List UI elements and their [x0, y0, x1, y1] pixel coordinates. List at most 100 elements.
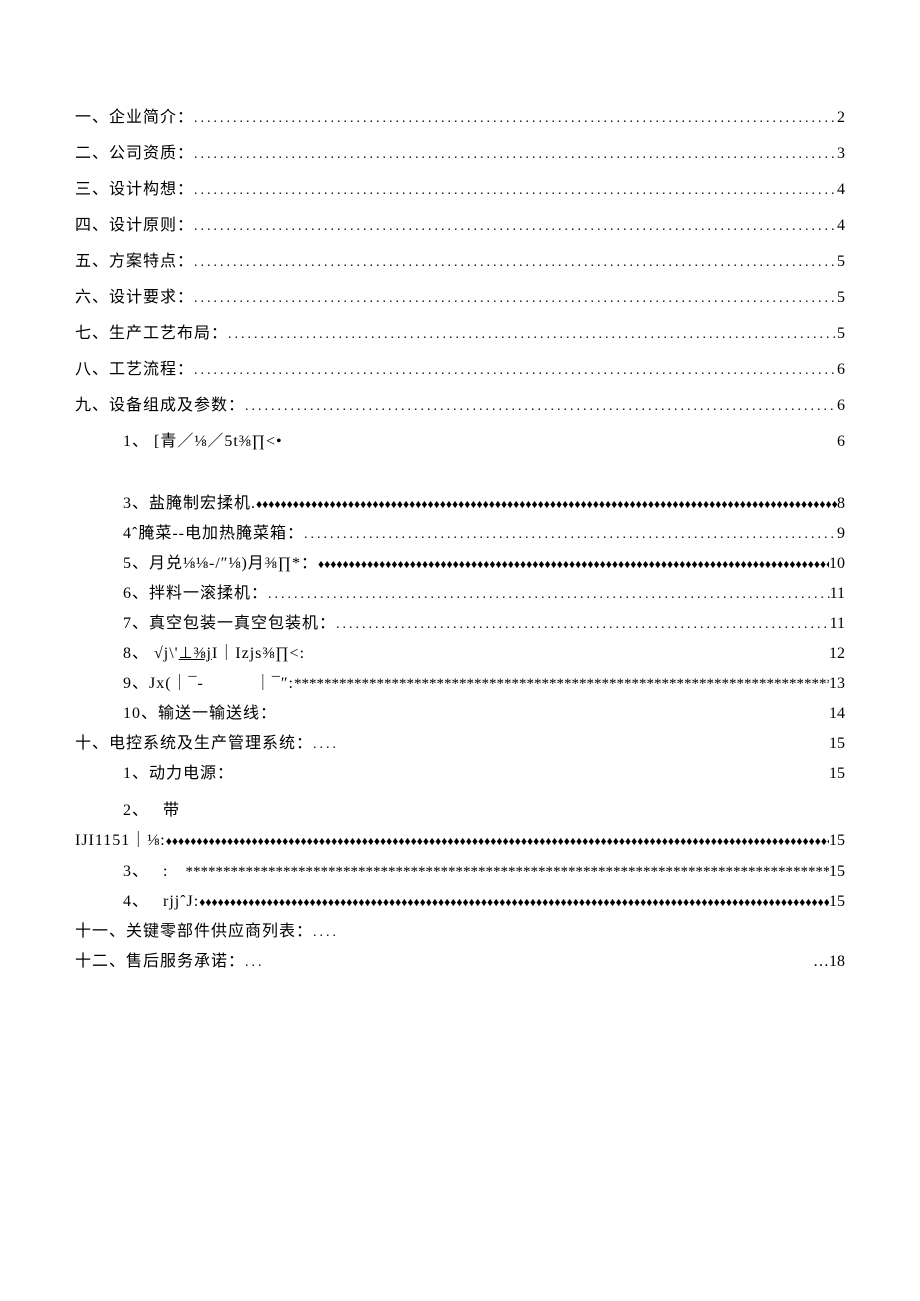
toc-label: 二、公司资质：	[75, 146, 194, 162]
toc-label: 4ˆ腌菜--电加热腌菜箱：	[123, 526, 304, 542]
toc-label: 3、盐腌制宏揉机.	[123, 496, 256, 512]
toc-label: 8、 √j\'⊥⅜jI｜Izjs⅜∏<:	[123, 646, 305, 662]
toc-label: 十一、关键零部件供应商列表：	[75, 924, 313, 940]
toc-entry: 1、动力电源： 15	[75, 766, 845, 782]
toc-label: 1、 [青／⅛／5t⅜∏<•	[123, 434, 283, 450]
toc-leader	[166, 834, 829, 849]
toc-page: 11	[830, 586, 845, 602]
toc-gap	[75, 470, 845, 496]
toc-label: 十二、售后服务承诺：	[75, 954, 245, 970]
toc-leader	[268, 588, 830, 602]
toc-page: 15	[829, 766, 845, 782]
toc-label-prefix: 8、 √j\'	[123, 645, 179, 662]
toc-entry: 4、 rjjˆJ: 15	[75, 894, 845, 910]
toc-page: 14	[829, 706, 845, 722]
toc-page: 4	[837, 218, 845, 234]
toc-leader	[194, 184, 837, 198]
toc-label: 1、动力电源：	[123, 766, 234, 782]
toc-entry: 2、 带 IJI1151｜⅛: 15	[75, 796, 845, 850]
toc-label: 一、企业简介：	[75, 110, 194, 126]
toc-entry: 八、工艺流程： 6	[75, 362, 845, 378]
toc-entry: 7、真空包装一真空包装机： 11	[75, 616, 845, 632]
toc-page: 9	[837, 526, 845, 542]
toc-entry: 十、电控系统及生产管理系统： 15	[75, 736, 845, 752]
toc-label-line2: IJI1151｜⅛: 15	[75, 826, 845, 850]
toc-leader	[294, 677, 829, 692]
toc-page: 3	[837, 146, 845, 162]
toc-entry: 十一、关键零部件供应商列表：	[75, 924, 845, 940]
toc-container: 一、企业简介： 2 二、公司资质： 3 三、设计构想： 4 四、设计原则： 4 …	[75, 110, 845, 970]
toc-label: 7、真空包装一真空包装机：	[123, 616, 336, 632]
toc-label: IJI1151｜⅛:	[75, 826, 166, 850]
toc-page: 8	[837, 496, 845, 512]
toc-page: 12	[829, 646, 845, 662]
toc-page: 4	[837, 182, 845, 198]
toc-entry: 9、Jx(｜¯- ｜¯″: 13	[75, 676, 845, 692]
toc-page-number: 18	[829, 953, 845, 970]
toc-leader	[318, 558, 829, 570]
toc-leader	[185, 865, 829, 880]
toc-page: 11	[830, 616, 845, 632]
toc-label: 七、生产工艺布局：	[75, 326, 228, 342]
toc-entry: 3、 : 15	[75, 864, 845, 880]
toc-entry: 五、方案特点： 5	[75, 254, 845, 270]
toc-entry: 8、 √j\'⊥⅜jI｜Izjs⅜∏<: 12	[75, 646, 845, 662]
toc-page: 6	[837, 434, 845, 450]
toc-label-underline: ⊥⅜j	[179, 645, 212, 662]
toc-page: 15	[829, 736, 845, 752]
toc-page: 15	[829, 894, 845, 910]
toc-page: 5	[837, 326, 845, 342]
toc-label: 三、设计构想：	[75, 182, 194, 198]
toc-entry: 七、生产工艺布局： 5	[75, 326, 845, 342]
toc-label: 3、 :	[123, 864, 185, 880]
toc-page: 15	[829, 864, 845, 880]
toc-leader	[194, 148, 837, 162]
toc-page: 5	[837, 254, 845, 270]
toc-page: 6	[837, 398, 845, 414]
toc-page: 13	[829, 676, 845, 692]
toc-leader	[199, 896, 829, 908]
toc-leader	[194, 256, 837, 270]
toc-leader	[313, 926, 339, 940]
toc-entry: 1、 [青／⅛／5t⅜∏<• 6	[75, 434, 845, 450]
toc-leader	[256, 498, 837, 510]
toc-leader	[336, 618, 830, 632]
toc-label: 九、设备组成及参数：	[75, 398, 245, 414]
toc-entry: 10、输送一输送线： 14	[75, 706, 845, 722]
toc-entry: 三、设计构想： 4	[75, 182, 845, 198]
toc-label: 四、设计原则：	[75, 218, 194, 234]
toc-label: 5、月兑⅛⅛-/″⅛)月⅜∏*：	[123, 556, 318, 572]
toc-entry: 6、拌料一滚揉机： 11	[75, 586, 845, 602]
toc-label: 八、工艺流程：	[75, 362, 194, 378]
toc-leader	[194, 364, 837, 378]
toc-label: 五、方案特点：	[75, 254, 194, 270]
toc-leader	[304, 528, 837, 542]
toc-label: 六、设计要求：	[75, 290, 194, 306]
toc-label: 9、Jx(｜¯- ｜¯″:	[123, 676, 294, 692]
toc-page: …18	[813, 954, 845, 970]
toc-leader	[194, 112, 837, 126]
toc-page: 2	[837, 110, 845, 126]
toc-label-line1: 2、 带	[75, 796, 845, 820]
toc-entry: 5、月兑⅛⅛-/″⅛)月⅜∏*： 10	[75, 556, 845, 572]
toc-entry: 3、盐腌制宏揉机. 8	[75, 496, 845, 512]
toc-leader	[194, 220, 837, 234]
toc-entry: 十二、售后服务承诺： …18	[75, 954, 845, 970]
toc-entry: 四、设计原则： 4	[75, 218, 845, 234]
toc-leader	[228, 328, 837, 342]
toc-label: 十、电控系统及生产管理系统：	[75, 736, 313, 752]
toc-entry: 六、设计要求： 5	[75, 290, 845, 306]
toc-page: 10	[829, 556, 845, 572]
toc-entry: 九、设备组成及参数： 6	[75, 398, 845, 414]
toc-label: 6、拌料一滚揉机：	[123, 586, 268, 602]
toc-label-suffix: I｜Izjs⅜∏<:	[212, 645, 305, 662]
toc-page: 15	[829, 832, 845, 850]
toc-leader	[194, 292, 837, 306]
toc-label: 4、 rjjˆJ:	[123, 894, 199, 910]
toc-label: 10、输送一输送线：	[123, 706, 277, 722]
toc-entry: 二、公司资质： 3	[75, 146, 845, 162]
toc-entry: 4ˆ腌菜--电加热腌菜箱： 9	[75, 526, 845, 542]
toc-leader	[245, 400, 837, 414]
toc-entry: 一、企业简介： 2	[75, 110, 845, 126]
toc-leader	[313, 738, 339, 752]
